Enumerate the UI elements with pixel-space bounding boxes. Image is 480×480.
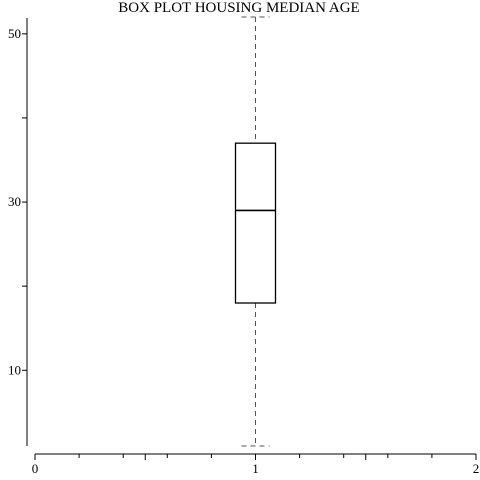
y-tick-label: 30 <box>8 194 21 209</box>
x-tick-label: 2 <box>473 461 480 476</box>
iqr-box <box>234 142 277 304</box>
x-tick-label: 0 <box>32 461 39 476</box>
y-tick-label: 10 <box>8 362 21 377</box>
x-tick-label: 1 <box>252 461 259 476</box>
chart-title: BOX PLOT HOUSING MEDIAN AGE <box>118 0 359 16</box>
axes: 10 30 50 0 1 2 <box>8 18 479 476</box>
y-tick-label: 50 <box>8 26 21 41</box>
box-plot-marks <box>234 16 277 447</box>
